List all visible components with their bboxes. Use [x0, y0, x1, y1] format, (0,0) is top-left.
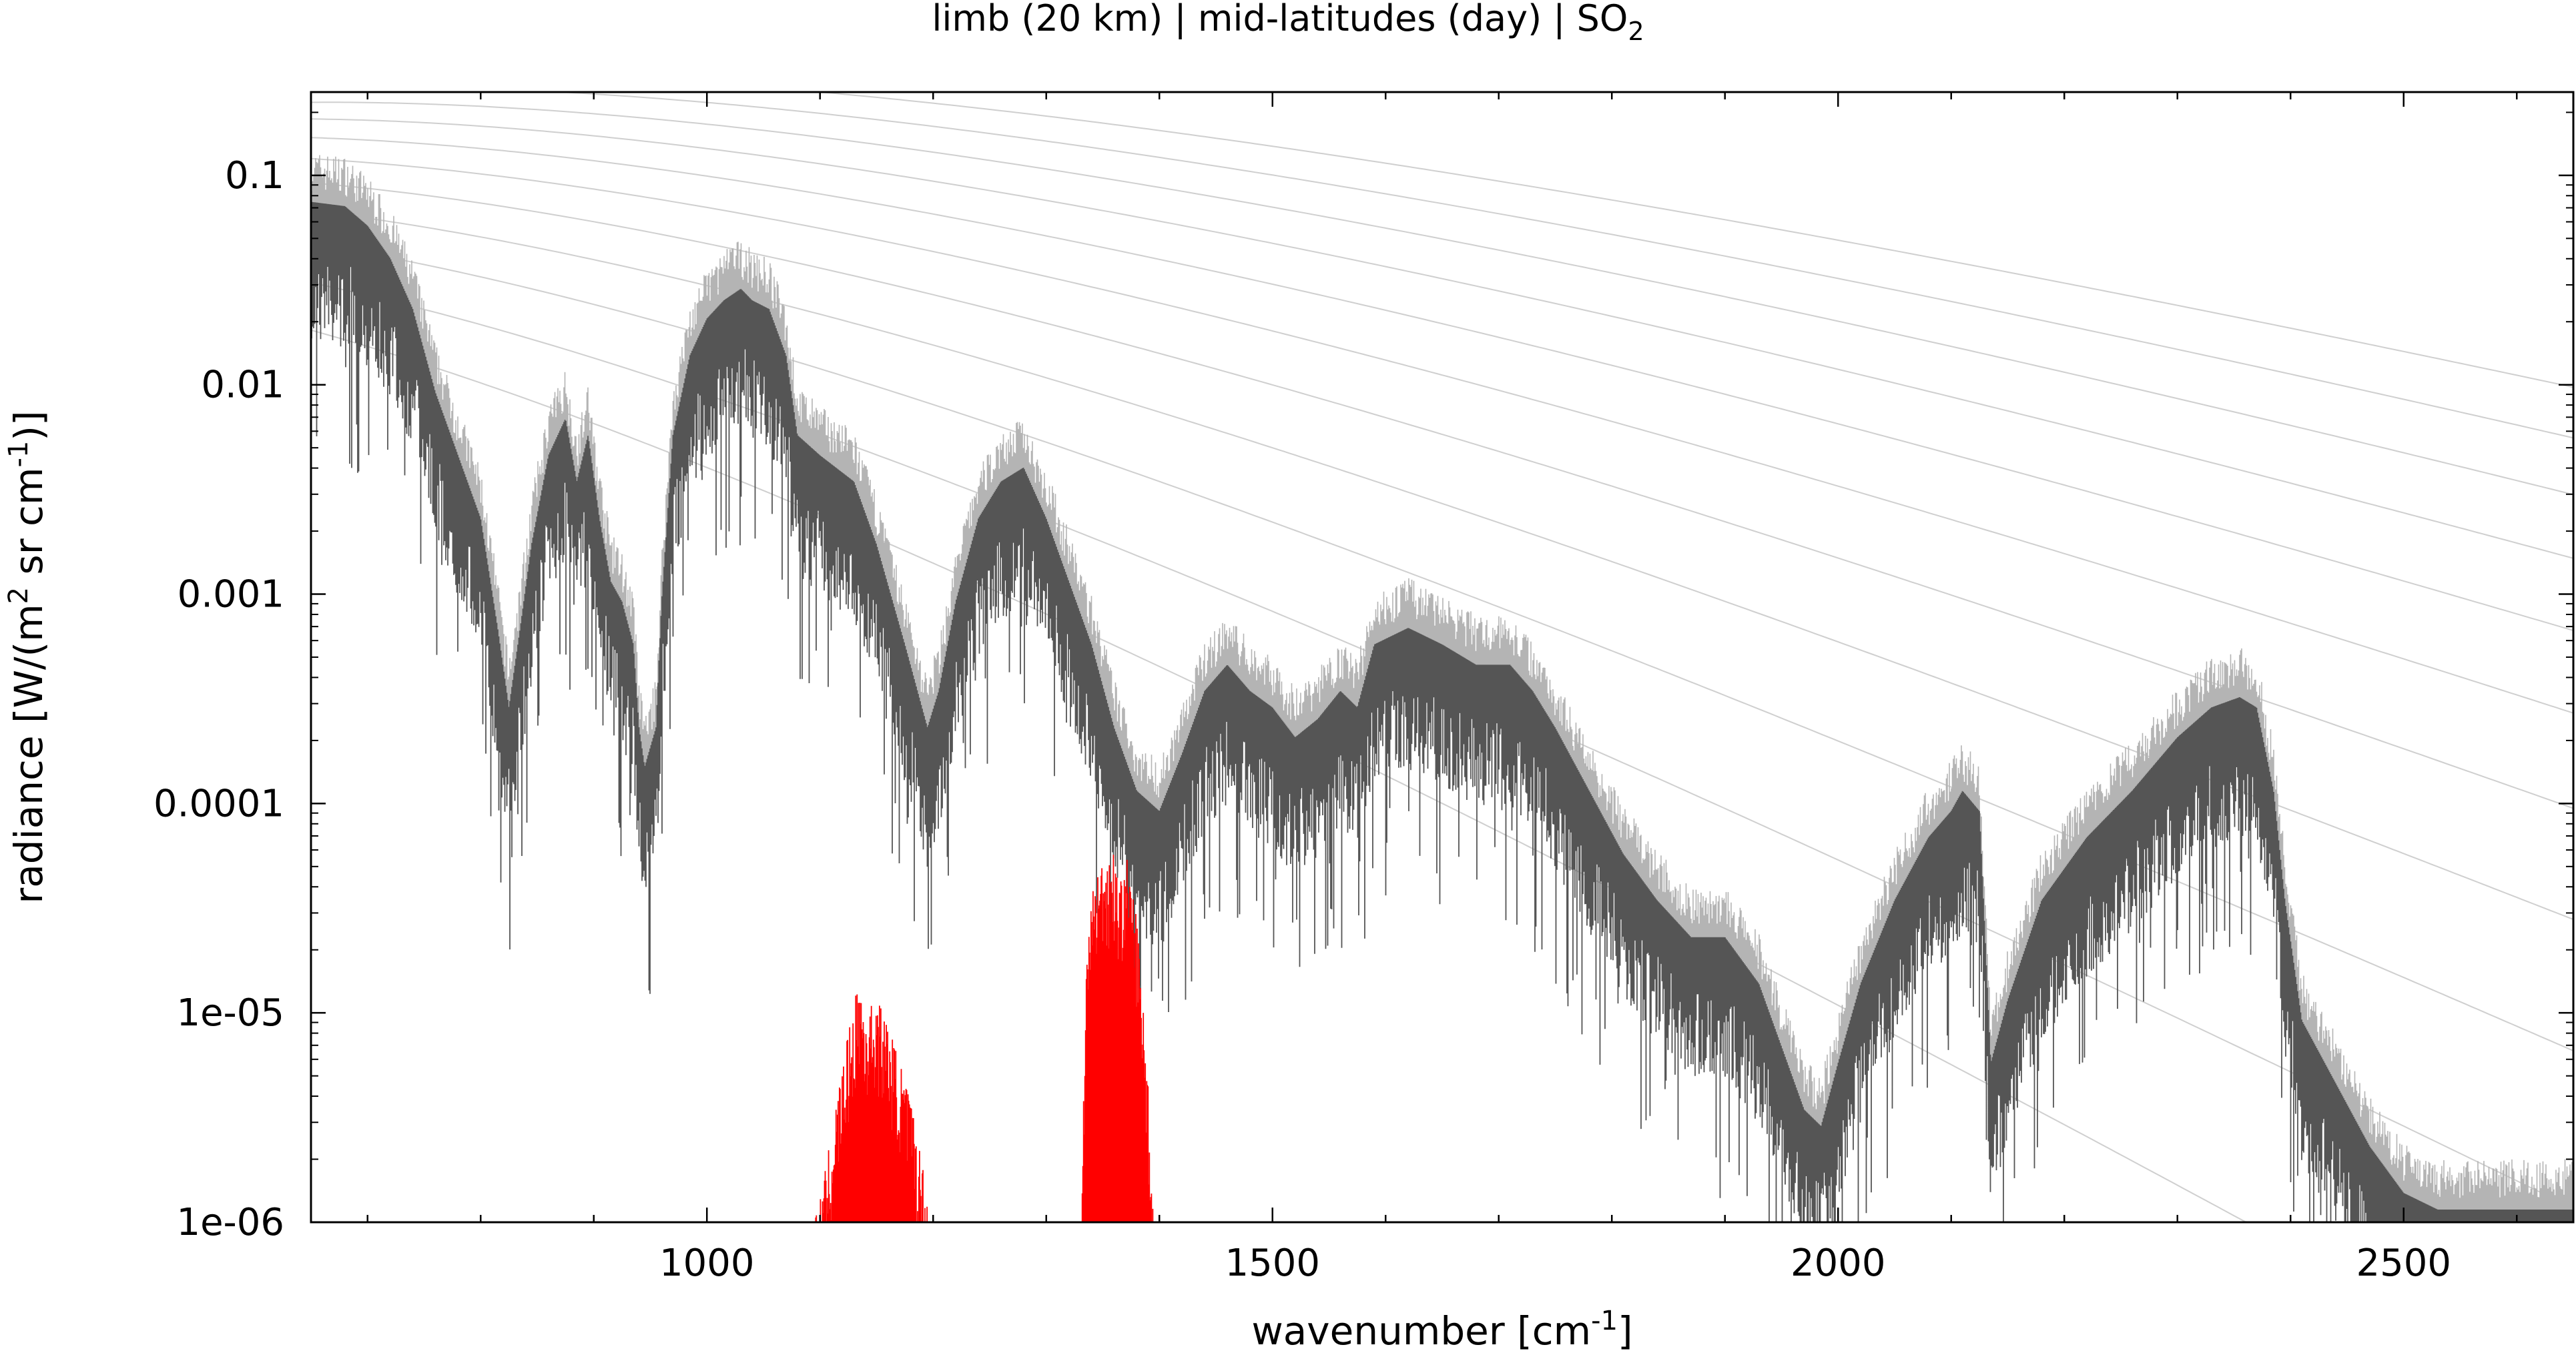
x-tick-label: 2500 [2356, 1242, 2451, 1285]
total-radiance-series [311, 155, 2574, 1222]
chart-title: limb (20 km) | mid-latitudes (day) | SO2 [932, 0, 1644, 46]
planck-curve-340K [311, 101, 2574, 496]
planck-curve-220K [310, 243, 2574, 1051]
planck-curve-360K [311, 91, 2574, 439]
so2-band-1 [815, 994, 928, 1222]
so2-band-2 [1081, 855, 1154, 1222]
y-tick-label: 1e-05 [176, 991, 284, 1035]
x-axis-label: wavenumber [cm-1] [1251, 1306, 1632, 1354]
x-tick-label: 2000 [1791, 1242, 1886, 1285]
planck-curve-300K [310, 137, 2574, 632]
planck-curve-280K [310, 157, 2574, 714]
x-tick-label: 1000 [659, 1242, 755, 1285]
x-axis: 1000 1500 2000 2500 [366, 92, 2518, 1285]
y-axis-label: radiance [W/(m2 sr cm-1)] [3, 410, 51, 903]
y-tick-label: 1e-06 [176, 1201, 284, 1244]
y-tick-label: 0.01 [201, 364, 284, 407]
y-tick-label: 0.1 [225, 154, 284, 197]
y-axis: 0.1 0.01 0.001 0.0001 1e-05 1e-06 [153, 111, 2573, 1244]
so2-contribution-series [815, 855, 1154, 1222]
y-tick-label: 0.001 [178, 573, 284, 616]
y-tick-label: 0.0001 [153, 782, 284, 825]
planck-curve-320K [310, 118, 2574, 559]
x-tick-label: 1500 [1225, 1242, 1320, 1285]
planck-curve-260K [310, 182, 2574, 809]
